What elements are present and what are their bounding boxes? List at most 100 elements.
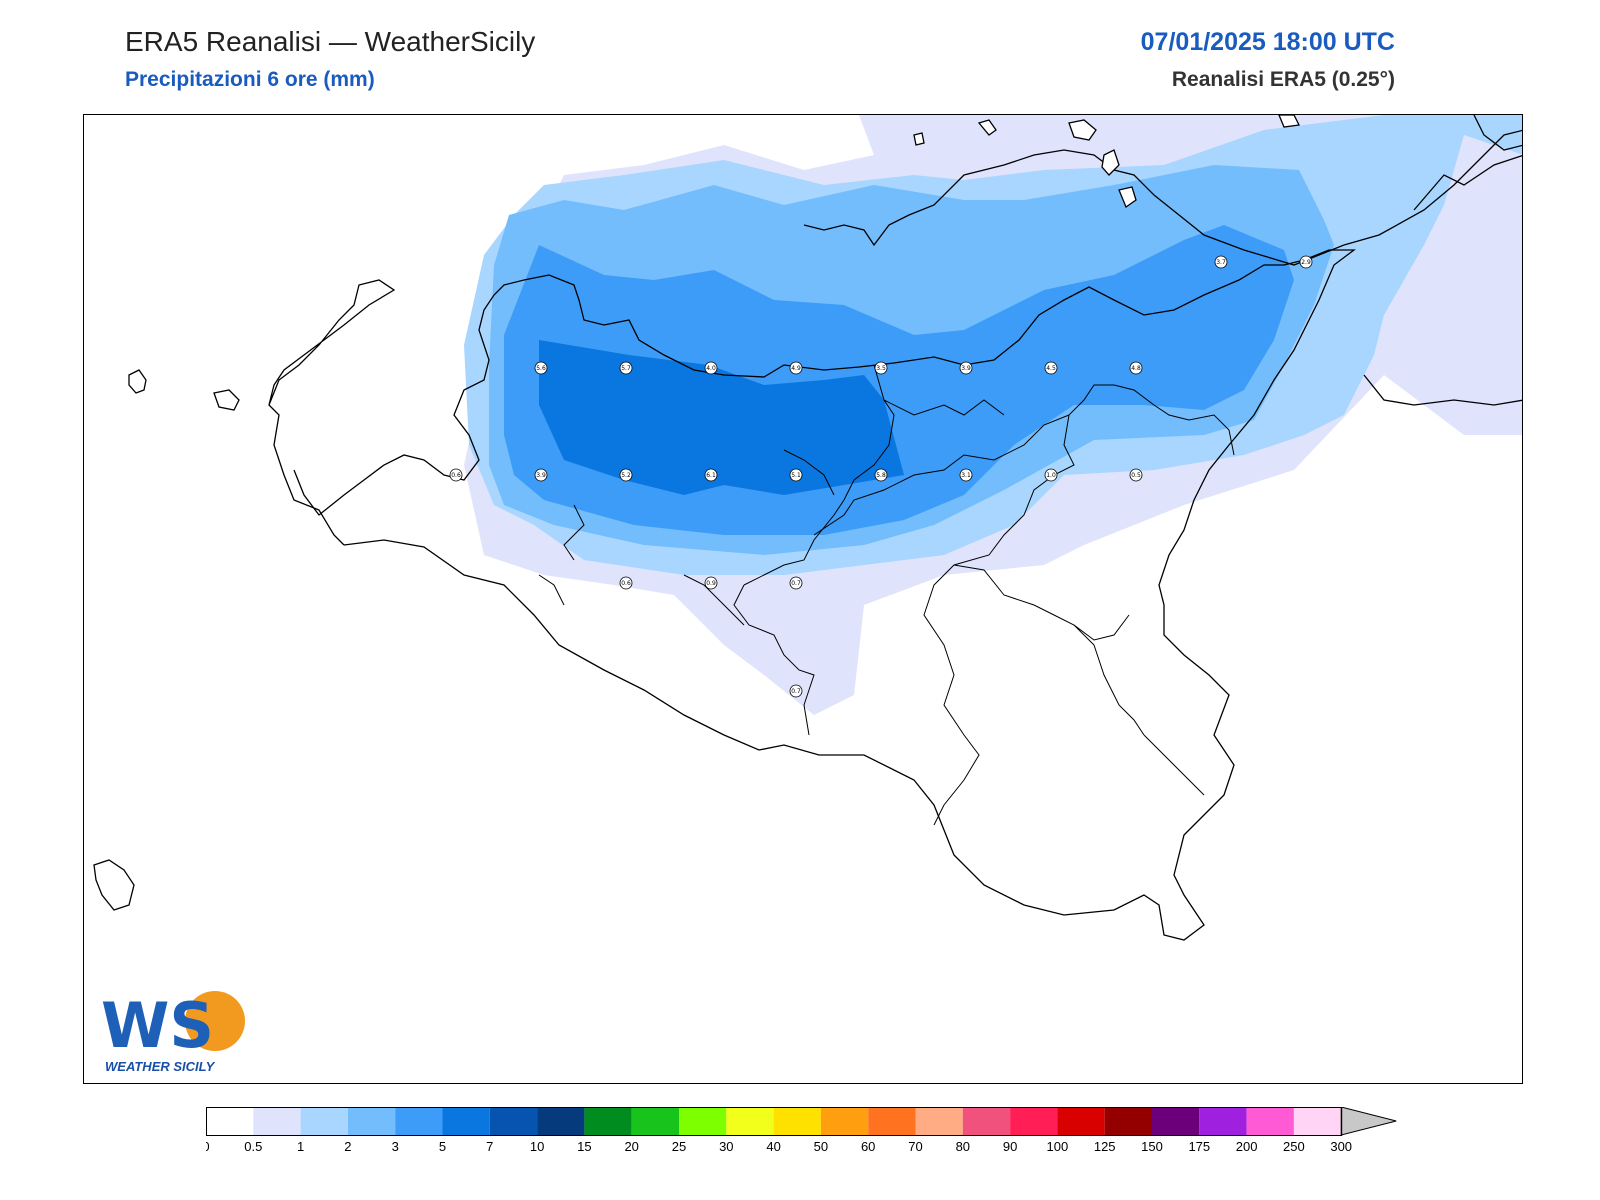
- station-value: 5.8: [876, 472, 886, 479]
- chart-subtitle: Precipitazioni 6 ore (mm): [125, 68, 375, 91]
- logo-letters: WS: [101, 989, 214, 1062]
- map-canvas[interactable]: 5.6 5.7 4.0 4.9 3.5 3.9 4.5 4.8 3.7 2.9 0.6 3.9 5.2 6…: [84, 115, 1523, 1084]
- station-value: 3.7: [1216, 259, 1226, 266]
- station-marker: [704, 576, 718, 590]
- colorbar-tick-label: 300: [1330, 1139, 1352, 1154]
- islands: [93, 115, 1300, 911]
- station-marker: [789, 468, 803, 482]
- colorbar: 0 0.5 1 2 3 5 7 10 15 20 25 30 40 50 60 70 80 90 100 125 150…: [202, 1106, 1406, 1167]
- chart-title: ERA5 Reanalisi — WeatherSicily: [125, 26, 536, 57]
- colorbar-segment: [679, 1107, 727, 1135]
- station-value: 3.5: [876, 365, 886, 372]
- station-value: 1.0: [1046, 472, 1056, 479]
- station-marker: [1214, 255, 1228, 269]
- colorbar-segment: [1293, 1107, 1342, 1135]
- station-marker: [704, 361, 718, 375]
- station-value: 0.7: [791, 688, 801, 695]
- station-value: 0.7: [791, 580, 801, 587]
- map-frame[interactable]: 5.6 5.7 4.0 4.9 3.5 3.9 4.5 4.8 3.7 2.9 0.6 3.9 5.2 6…: [83, 114, 1523, 1084]
- station-value: 4.5: [1046, 365, 1056, 372]
- station-value: 4.8: [1131, 365, 1141, 372]
- station-marker: [874, 361, 888, 375]
- station-value: 0.6: [621, 580, 631, 587]
- colorbar-tick-label: 15: [577, 1139, 591, 1154]
- colorbar-segment: [442, 1107, 490, 1135]
- station-value: 4.0: [706, 365, 716, 372]
- coastline: [268, 115, 1522, 941]
- data-source: Reanalisi ERA5 (0.25°): [1171, 68, 1395, 91]
- station-value: 0.9: [706, 580, 716, 587]
- station-marker: [619, 361, 633, 375]
- station-value: 5.2: [621, 472, 631, 479]
- station-marker: [534, 468, 548, 482]
- colorbar-tick-label: 100: [1047, 1139, 1069, 1154]
- station-marker: [1044, 361, 1058, 375]
- station-value: 2.9: [1301, 259, 1311, 266]
- colorbar-tick-label: 175: [1188, 1139, 1210, 1154]
- station-value: 4.9: [791, 365, 801, 372]
- colorbar-tick-label: 125: [1094, 1139, 1116, 1154]
- colorbar-segment: [1199, 1107, 1247, 1135]
- colorbar-tick-label: 150: [1141, 1139, 1163, 1154]
- colorbar-tick-label: 250: [1283, 1139, 1305, 1154]
- colorbar-tick-label: 20: [624, 1139, 638, 1154]
- station-marker: [789, 684, 803, 698]
- colorbar-tick-label: 200: [1236, 1139, 1258, 1154]
- colorbar-segment: [1152, 1107, 1200, 1135]
- internal-borders: [538, 364, 1235, 826]
- colorbar-tick-label: 40: [766, 1139, 780, 1154]
- colorbar-segment: [868, 1107, 916, 1135]
- colorbar-segment: [1104, 1107, 1152, 1135]
- colorbar-tick-label: 1: [297, 1139, 304, 1154]
- weather-sicily-logo: WS WEATHER SICILY: [97, 985, 247, 1075]
- colorbar-tick-label: 50: [814, 1139, 828, 1154]
- station-value: 6.1: [706, 472, 716, 479]
- valid-datetime: 07/01/2025 18:00 UTC: [1140, 28, 1395, 56]
- colorbar-segment: [915, 1107, 963, 1135]
- colorbar-segment: [726, 1107, 774, 1135]
- colorbar-segment: [631, 1107, 679, 1135]
- colorbar-segment: [300, 1107, 348, 1135]
- colorbar-tick-label: 25: [672, 1139, 686, 1154]
- colorbar-tick-label: 5: [439, 1139, 446, 1154]
- station-value: 0.6: [451, 472, 461, 479]
- colorbar-segment: [820, 1107, 869, 1135]
- precip-band-5: [539, 340, 904, 495]
- colorbar-tick-label: 30: [719, 1139, 733, 1154]
- station-markers: 5.6 5.7 4.0 4.9 3.5 3.9 4.5 4.8 3.7 2.9 0.6 3.9 5.2 6…: [449, 255, 1313, 698]
- station-marker: [534, 361, 548, 375]
- station-value: 3.9: [536, 472, 546, 479]
- station-marker: [1129, 468, 1143, 482]
- colorbar-tick-label: 0: [206, 1139, 210, 1154]
- station-value: 0.5: [1131, 472, 1141, 479]
- station-marker: [619, 468, 633, 482]
- colorbar-extend-arrow: [1340, 1106, 1397, 1136]
- station-marker: [959, 361, 973, 375]
- station-value: 5.7: [621, 365, 631, 372]
- colorbar-segment: [1010, 1107, 1058, 1135]
- station-marker: [789, 361, 803, 375]
- logo-text: WEATHER SICILY: [105, 1059, 216, 1074]
- colorbar-segment: [1057, 1107, 1105, 1135]
- colorbar-tick-label: 70: [908, 1139, 922, 1154]
- station-marker: [959, 468, 973, 482]
- colorbar-segment: [1246, 1107, 1294, 1135]
- colorbar-segment: [489, 1107, 538, 1135]
- colorbar-tick-label: 80: [956, 1139, 970, 1154]
- station-value: 3.9: [961, 365, 971, 372]
- colorbar-tick-label: 3: [392, 1139, 399, 1154]
- station-value: 3.1: [961, 472, 971, 479]
- colorbar-tick-label: 90: [1003, 1139, 1017, 1154]
- colorbar-tick-label: 7: [486, 1139, 493, 1154]
- station-marker: [704, 468, 718, 482]
- colorbar-segment: [773, 1107, 821, 1135]
- colorbar-segment: [584, 1107, 632, 1135]
- station-marker: [874, 468, 888, 482]
- colorbar-segment: [395, 1107, 443, 1135]
- station-marker: [449, 468, 463, 482]
- colorbar-tick-label: 2: [344, 1139, 351, 1154]
- station-marker: [619, 576, 633, 590]
- station-value: 5.1: [791, 472, 801, 479]
- station-marker: [1044, 468, 1058, 482]
- station-value: 5.6: [536, 365, 546, 372]
